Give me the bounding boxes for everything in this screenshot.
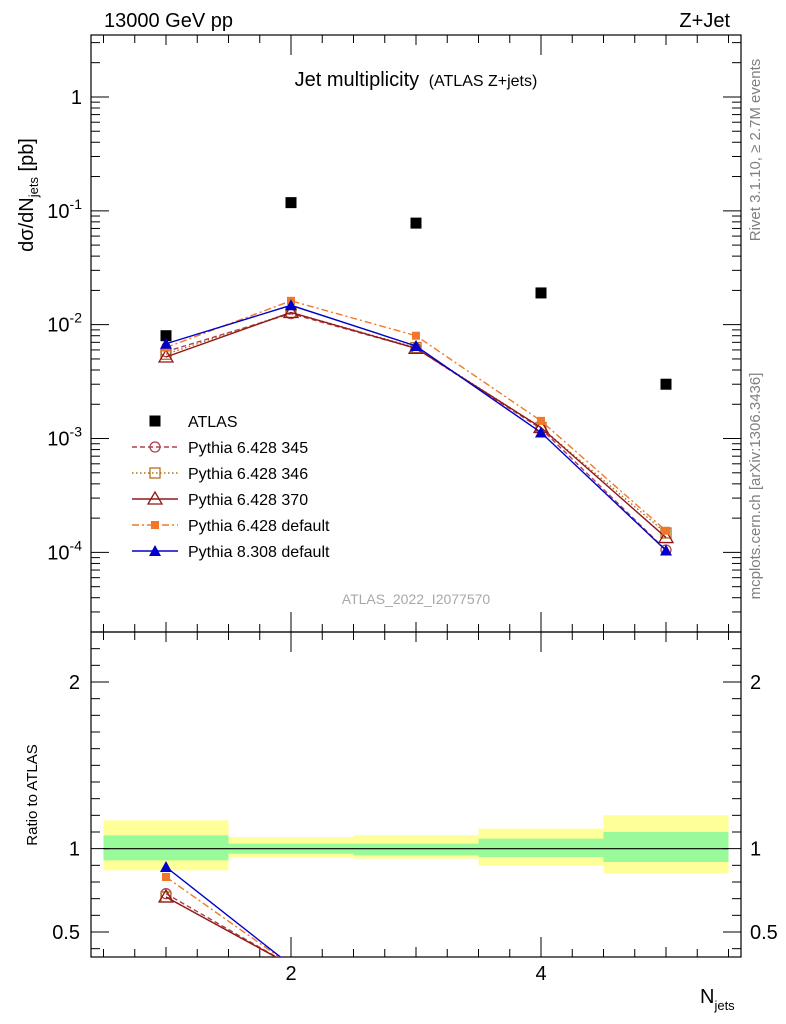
legend-label-p346: Pythia 6.428 346 (188, 466, 308, 483)
mcplots-label: mcplots.cern.ch [arXiv:1306.3436] (747, 373, 764, 600)
y-tick-label-exp: -1 (70, 196, 83, 212)
data-point-atlas (160, 330, 172, 342)
data-point-p8 (410, 339, 422, 351)
y-axis-label-main-sub: jets (26, 177, 41, 199)
rivet-version-label: Rivet 3.1.10, ≥ 2.7M events (747, 59, 764, 242)
legend-label-atlas: ATLAS (188, 414, 238, 431)
plot-title-sub: (ATLAS Z+jets) (429, 73, 538, 90)
y-tick-label-ratio-right: 2 (750, 672, 761, 694)
ratio-band-inner (103, 835, 229, 861)
legend-marker-p346 (149, 467, 161, 479)
data-point-p8 (285, 299, 297, 311)
y-tick-label-main: 10-4 (47, 537, 82, 564)
y-tick-label-exp: -3 (70, 424, 83, 440)
ratio-series (157, 861, 282, 957)
data-point-p8 (535, 426, 547, 438)
data-point-atlas (660, 378, 672, 390)
y-tick-label-ratio: 0.5 (52, 922, 80, 944)
legend-label-p8: Pythia 8.308 default (188, 544, 330, 561)
data-point-pdef (662, 526, 670, 535)
process-label: Z+Jet (679, 10, 730, 32)
ratio-point-pdef (162, 873, 170, 881)
y-tick-label-main: 1 (71, 87, 82, 109)
y-axis-label-main-text: dσ/dN (16, 197, 38, 252)
y-tick-label-main: 10-1 (47, 196, 82, 223)
y-tick-label-base: 10 (47, 542, 69, 564)
x-axis-label-sub: jets (713, 998, 735, 1013)
y-tick-label-base: 10 (47, 429, 69, 451)
series-line-p346 (165, 311, 667, 534)
ratio-point-p370 (157, 888, 175, 903)
y-tick-label-main: 10-2 (47, 310, 82, 337)
plot-title: Jet multiplicity (ATLAS Z+jets) (295, 69, 538, 91)
ratio-band-inner (478, 838, 604, 857)
data-point-pdef (537, 416, 545, 425)
legend-label-p345: Pythia 6.428 345 (188, 440, 308, 457)
data-point-p370 (282, 304, 300, 319)
y-tick-label-ratio: 1 (69, 839, 80, 861)
y-tick-label-ratio-right: 0.5 (750, 922, 778, 944)
energy-label: 13000 GeV pp (104, 10, 233, 32)
legend-label-pdef: Pythia 6.428 default (188, 518, 330, 535)
data-point-p8 (160, 337, 172, 349)
data-point-p370 (157, 348, 175, 363)
x-axis-label-text: N (700, 986, 714, 1008)
analysis-watermark: ATLAS_2022_I2077570 (342, 591, 491, 607)
ratio-line-p8 (165, 866, 282, 957)
y-tick-label-exp: -4 (70, 537, 83, 553)
y-axis-label-main-unit: [pb] (16, 138, 38, 177)
legend-marker-p345 (149, 441, 161, 453)
ratio-marks (157, 861, 282, 957)
series-line-pdef (165, 300, 667, 532)
ratio-band-inner (603, 832, 729, 862)
y-tick-label-ratio-right: 1 (750, 839, 761, 861)
legend-marker-p370 (146, 490, 164, 505)
data-point-p370 (657, 529, 675, 544)
axis-ticks: 110-110-210-310-42 40.5 0.51 12 2 (47, 35, 778, 985)
data-point-atlas (410, 217, 422, 229)
legend: ATLAS Pythia 6.428 345 Pythia 6.428 346 Pyt… (132, 414, 330, 561)
x-tick-label: 4 (535, 963, 546, 985)
ratio-line-pdef (165, 876, 281, 957)
x-axis-label: Njets (700, 986, 735, 1013)
data-point-pdef (412, 331, 420, 340)
plot-title-main: Jet multiplicity (295, 69, 419, 91)
ratio-line-p370 (165, 896, 278, 957)
y-tick-label-base: 10 (47, 315, 69, 337)
y-tick-label-main: 10-3 (47, 424, 82, 451)
legend-marker-pdef (151, 521, 159, 529)
ratio-point-p8 (160, 861, 172, 872)
y-axis-label-ratio: Ratio to ATLAS (24, 744, 41, 845)
ratio-plot-frame (90, 631, 742, 958)
data-point-atlas (285, 197, 297, 209)
legend-marker-p8 (149, 545, 161, 556)
y-tick-label-base: 10 (47, 201, 69, 223)
legend-label-p370: Pythia 6.428 370 (188, 492, 308, 509)
main-marks (157, 197, 675, 556)
y-tick-label-exp: -2 (70, 310, 83, 326)
legend-marker-atlas (149, 415, 161, 427)
y-axis-label-main: dσ/dNjets [pb] (16, 138, 41, 252)
ratio-band-inner (353, 843, 479, 856)
x-tick-label: 2 (285, 963, 296, 985)
ratio-uncertainty-bands (103, 815, 729, 874)
data-point-p8 (660, 544, 672, 556)
data-point-atlas (535, 287, 547, 299)
y-tick-label-ratio: 2 (69, 672, 80, 694)
